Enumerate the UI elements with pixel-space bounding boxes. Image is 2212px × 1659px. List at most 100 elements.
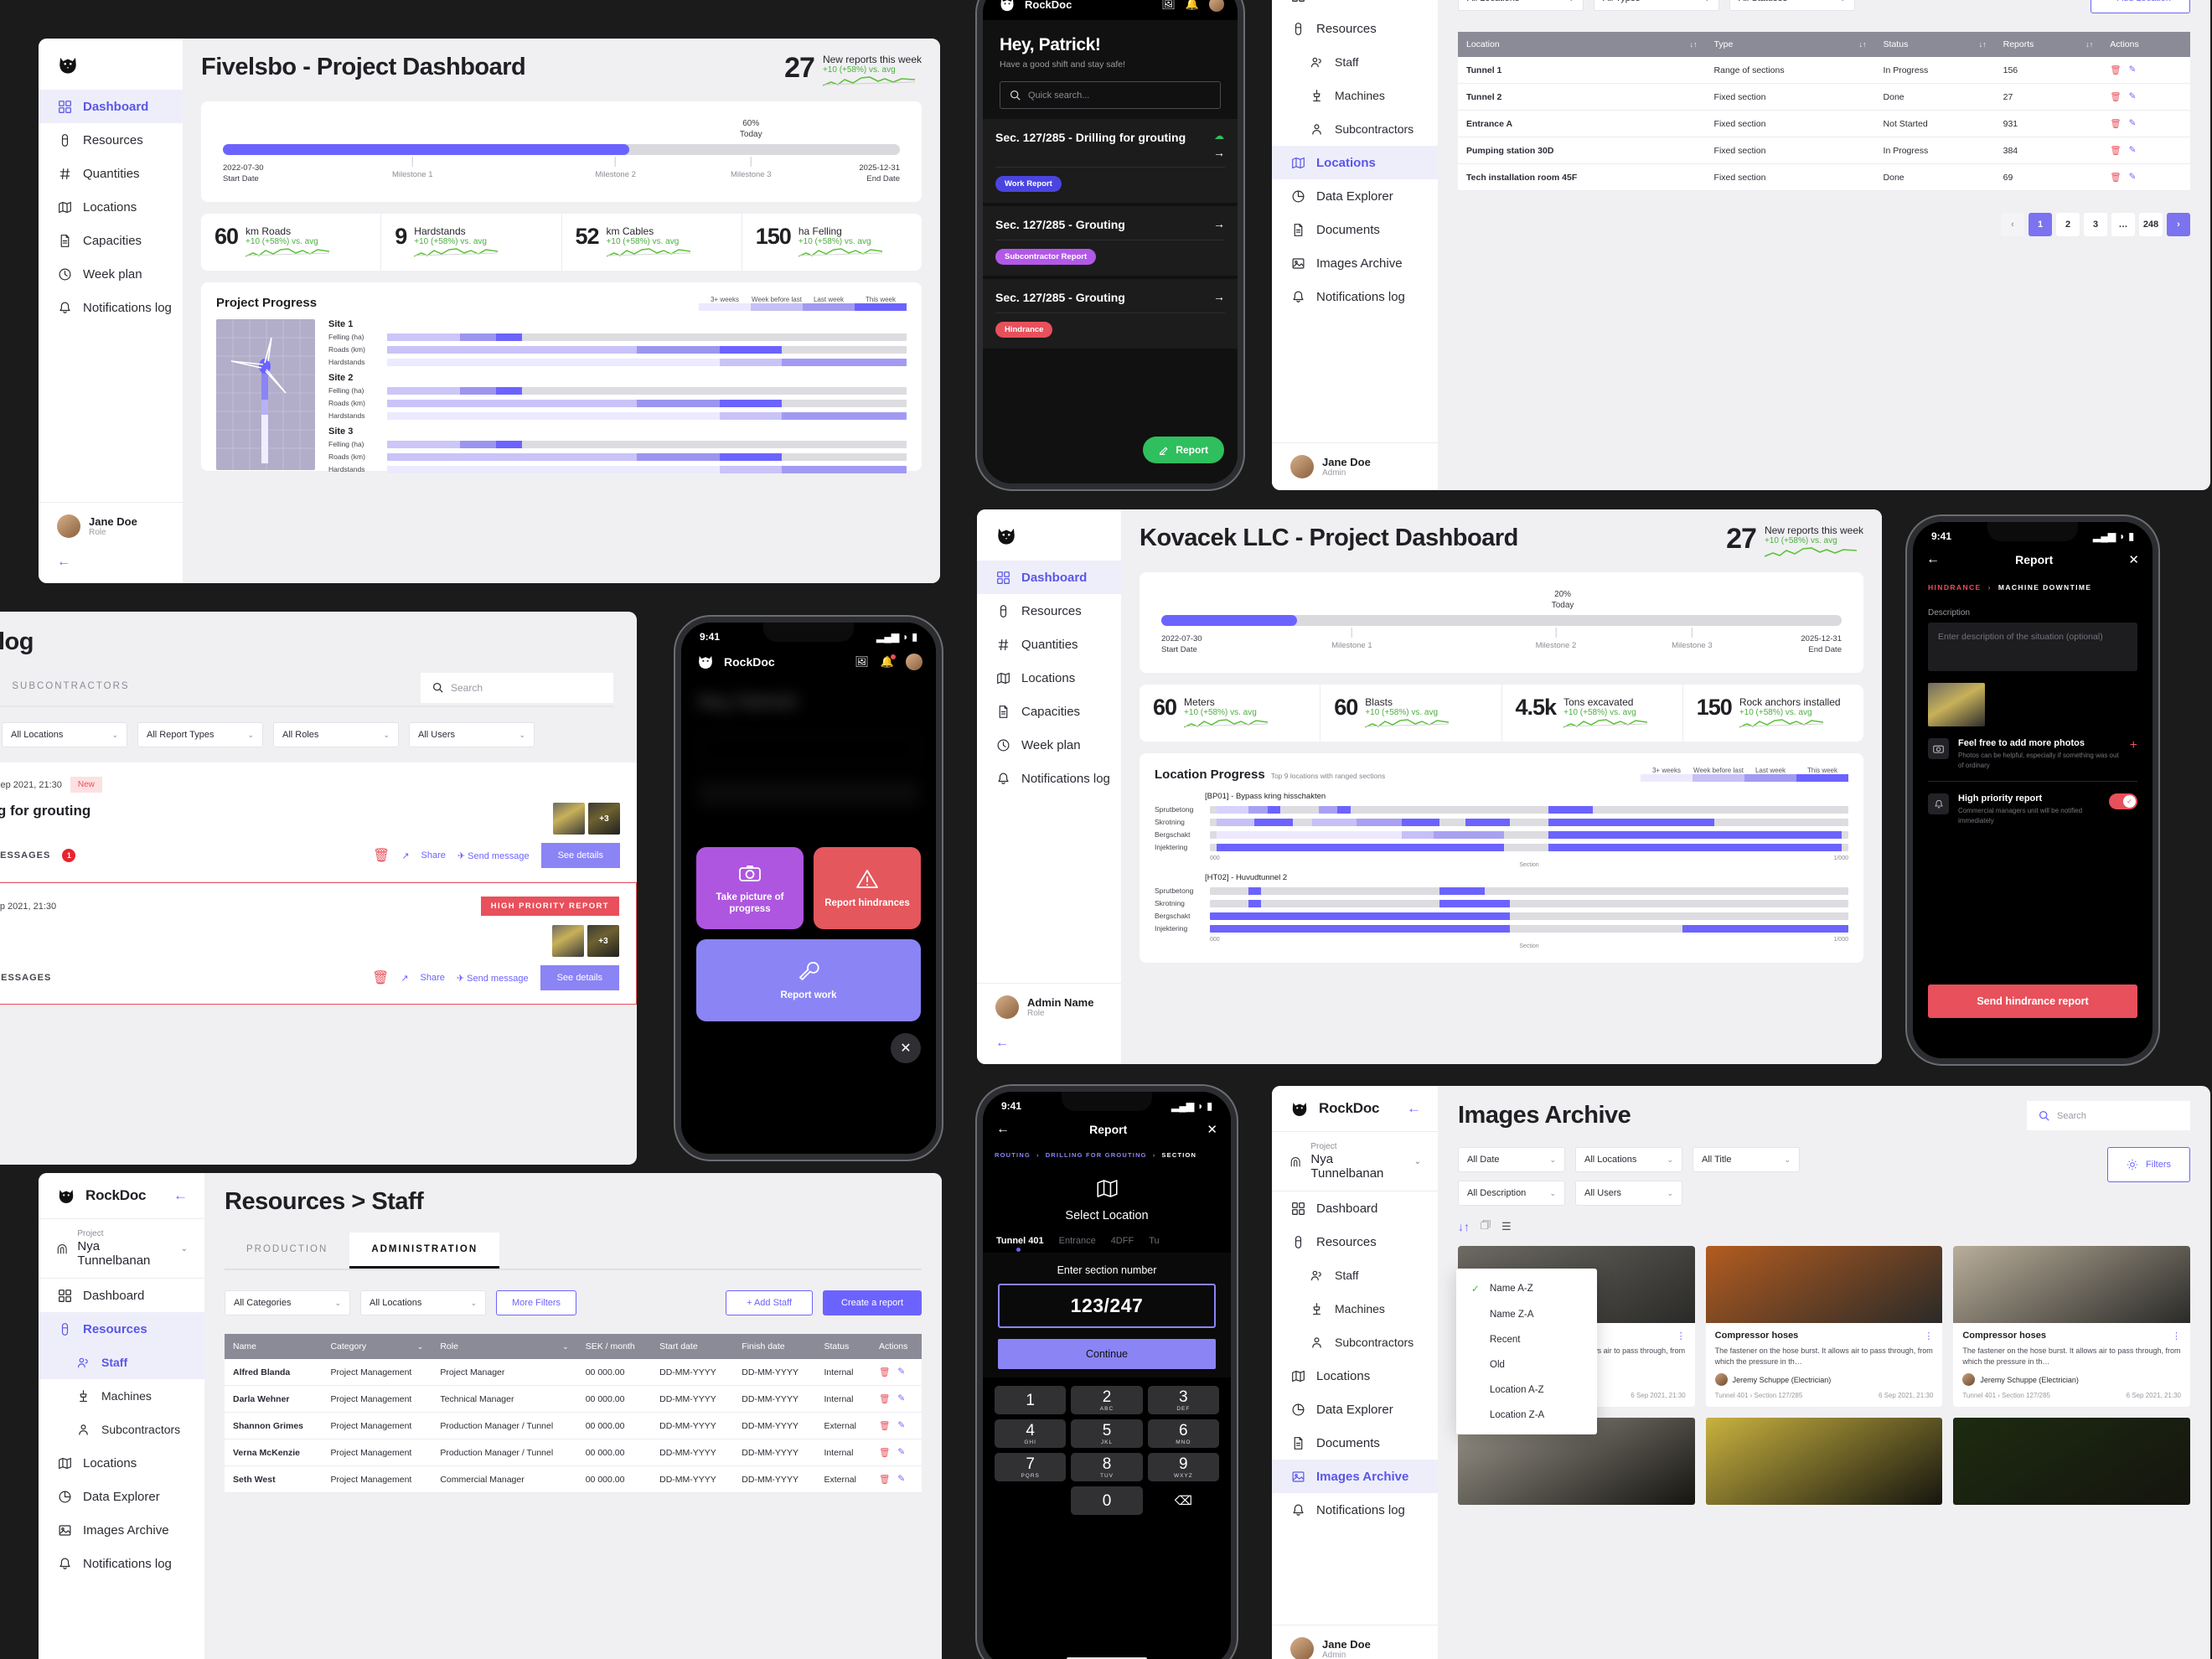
attached-photo-thumbnail[interactable] [1928, 683, 1985, 726]
filter-select-all-description[interactable]: All Description ⌄ [1458, 1181, 1565, 1206]
filter-select-all-locations[interactable]: All Locations ⌄ [1575, 1147, 1682, 1172]
key-5[interactable]: 5 JKL [1071, 1419, 1143, 1448]
delete-icon[interactable]: 🗑 [2110, 146, 2122, 156]
sidebar-item-staff[interactable]: Staff [1272, 1258, 1438, 1292]
pagination-page[interactable]: 2 [2056, 213, 2080, 236]
send-hindrance-report-button[interactable]: Send hindrance report [1928, 985, 2137, 1018]
location-tab-entrance[interactable]: Entrance [1059, 1236, 1096, 1246]
column-header[interactable]: Actions [870, 1334, 922, 1359]
sidebar-item-notifications-log[interactable]: Notifications log [1272, 280, 1438, 313]
avatar[interactable] [1209, 0, 1224, 12]
sidebar-item-resources[interactable]: Resources [39, 1312, 204, 1346]
table-row[interactable]: Alfred Blanda Project Management Project… [225, 1359, 922, 1386]
avatar[interactable] [906, 653, 923, 670]
card-image[interactable] [1953, 1246, 2190, 1323]
thumbnail[interactable] [553, 803, 585, 835]
section-number-input[interactable]: 123/247 [998, 1284, 1216, 1328]
forward-icon[interactable]: ↗ [401, 973, 409, 984]
filter-select-all-types[interactable]: All Types ⌄ [1594, 0, 1719, 11]
send-message-button[interactable]: ✈ Send message [456, 973, 529, 984]
share-button[interactable]: Share [421, 850, 446, 861]
close-icon[interactable]: ✕ [2128, 553, 2139, 567]
sidebar-item-data-explorer[interactable]: Data Explorer [39, 1480, 204, 1513]
filter-select-all-locations[interactable]: All Locations ⌄ [2, 722, 127, 747]
fivelsbo-user-card[interactable]: Jane Doe Role [39, 502, 183, 550]
pagination-page[interactable]: 248 [2139, 213, 2163, 236]
more-options-icon[interactable]: ⋮ [1924, 1331, 1934, 1341]
image-card[interactable]: Compressor hoses ⋮ The fastener on the h… [1705, 1246, 1943, 1408]
column-header[interactable]: Category ⌄ [322, 1334, 432, 1359]
filter-select-all-date[interactable]: All Date ⌄ [1458, 1147, 1565, 1172]
delete-icon[interactable]: 🗑 [2110, 173, 2122, 183]
sidebar-item-dashboard[interactable]: Dashboard [39, 90, 183, 123]
column-header[interactable]: Type ↓↑ [1705, 32, 1875, 57]
filter-select-all-users[interactable]: All Users ⌄ [409, 722, 535, 747]
column-header[interactable]: Finish date [733, 1334, 816, 1359]
more-filters-button[interactable]: More Filters [496, 1290, 577, 1315]
see-details-button[interactable]: See details [540, 843, 620, 868]
sidebar-item-dashboard[interactable]: Dashboard [1272, 1191, 1438, 1225]
column-header[interactable]: Start date [651, 1334, 734, 1359]
close-icon[interactable]: ✕ [1207, 1123, 1217, 1137]
archive-user-card[interactable]: Jane Doe Admin [1272, 1625, 1438, 1659]
report-card[interactable]: Sec. 127/285 - Grouting → Subcontractor … [983, 206, 1238, 276]
edit-icon[interactable]: ✎ [2128, 65, 2137, 75]
edit-icon[interactable]: ✎ [2128, 172, 2137, 182]
key-9[interactable]: 9 WXYZ [1147, 1453, 1219, 1481]
sidebar-item-resources[interactable]: Resources [977, 594, 1121, 628]
sort-dropdown-menu[interactable]: ✓ Name A-Z Name Z-A Recent Old Location A-Z Lo… [1456, 1269, 1597, 1434]
staff-brandbar[interactable]: RockDoc ← [39, 1173, 204, 1219]
column-header[interactable]: SEK / month [576, 1334, 652, 1359]
sidebar-item-machines[interactable]: Machines [1272, 79, 1438, 112]
sidebar-item-quantities[interactable]: Quantities [39, 157, 183, 190]
column-header[interactable]: Name [225, 1334, 323, 1359]
sidebar-item-data-explorer[interactable]: Data Explorer [1272, 1393, 1438, 1426]
sidebar-item-machines[interactable]: Machines [39, 1379, 204, 1413]
sidebar-item-staff[interactable]: Staff [39, 1346, 204, 1379]
pagination[interactable]: ‹ 1 2 3… 248 › [2001, 213, 2190, 236]
edit-icon[interactable]: ✎ [2128, 145, 2137, 155]
filter-select-all-roles[interactable]: All Roles ⌄ [273, 722, 399, 747]
table-row[interactable]: Shannon Grimes Project Management Produc… [225, 1412, 922, 1439]
pagination-prev[interactable]: ‹ [2001, 213, 2024, 236]
key-3[interactable]: 3 DEF [1147, 1386, 1219, 1414]
gallery-icon[interactable]: 🖼 [1161, 0, 1176, 10]
sidebar-item-documents[interactable]: Documents [1272, 213, 1438, 246]
column-header[interactable]: Reports ↓↑ [1994, 32, 2102, 57]
report-card[interactable]: Sec. 127/285 - Grouting → Hindrance [983, 279, 1238, 349]
report-work-tile[interactable]: Report work [696, 939, 921, 1021]
list-view-icon[interactable]: ☰ [1501, 1220, 1512, 1233]
sidebar-item-subcontractors[interactable]: Subcontractors [1272, 112, 1438, 146]
collapse-sidebar-button[interactable]: ← [173, 1187, 188, 1203]
delete-icon[interactable]: 🗑 [878, 1394, 891, 1404]
create-report-button[interactable]: Create a report [823, 1290, 922, 1315]
notification-entry[interactable]: NCE 🗓 6 Sep 2021, 21:30 HIGH PRIORITY RE… [0, 882, 637, 1005]
pagination-page[interactable]: … [2111, 213, 2135, 236]
add-photo-plus-icon[interactable]: + [2129, 738, 2137, 752]
image-card-thumb[interactable] [1953, 1418, 2190, 1506]
report-hindrances-tile[interactable]: Report hindrances [814, 847, 921, 929]
kovacek-user-card[interactable]: Admin Name Role [977, 983, 1121, 1031]
bell-icon[interactable]: 🔔 [1185, 0, 1199, 10]
sidebar-item-capacities[interactable]: Capacities [977, 695, 1121, 728]
sidebar-item-locations[interactable]: Locations [1272, 1359, 1438, 1393]
arrow-right-icon[interactable]: → [1213, 217, 1225, 230]
search-input[interactable]: Search [421, 672, 613, 703]
sidebar-item-week-plan[interactable]: Week plan [977, 728, 1121, 762]
sidebar-item-resources[interactable]: Resources [1272, 1225, 1438, 1258]
chevron-down-icon[interactable]: ⌄ [416, 1341, 424, 1351]
key-4[interactable]: 4 GHI [995, 1419, 1067, 1448]
filter-select-all-users[interactable]: All Users ⌄ [1575, 1181, 1682, 1206]
table-row[interactable]: Darla Wehner Project Management Technica… [225, 1385, 922, 1413]
collapse-sidebar-button[interactable]: ← [57, 555, 70, 569]
column-header[interactable]: Status ↓↑ [1874, 32, 1995, 57]
sidebar-item-data-explorer[interactable]: Data Explorer [1272, 179, 1438, 213]
entry-thumbnails[interactable] [552, 925, 619, 957]
delete-icon[interactable]: 🗑 [2110, 65, 2122, 75]
sort-option-name-a-z[interactable]: ✓ Name A-Z [1456, 1275, 1597, 1302]
thumbnail[interactable] [552, 925, 584, 957]
sidebar-item-locations[interactable]: Locations [977, 661, 1121, 695]
breadcrumb-item-0[interactable]: HINDRANCE [1928, 583, 1982, 592]
sort-icon[interactable]: ↓↑ [1458, 1220, 1470, 1233]
archive-brandbar[interactable]: RockDoc ← [1272, 1086, 1438, 1132]
